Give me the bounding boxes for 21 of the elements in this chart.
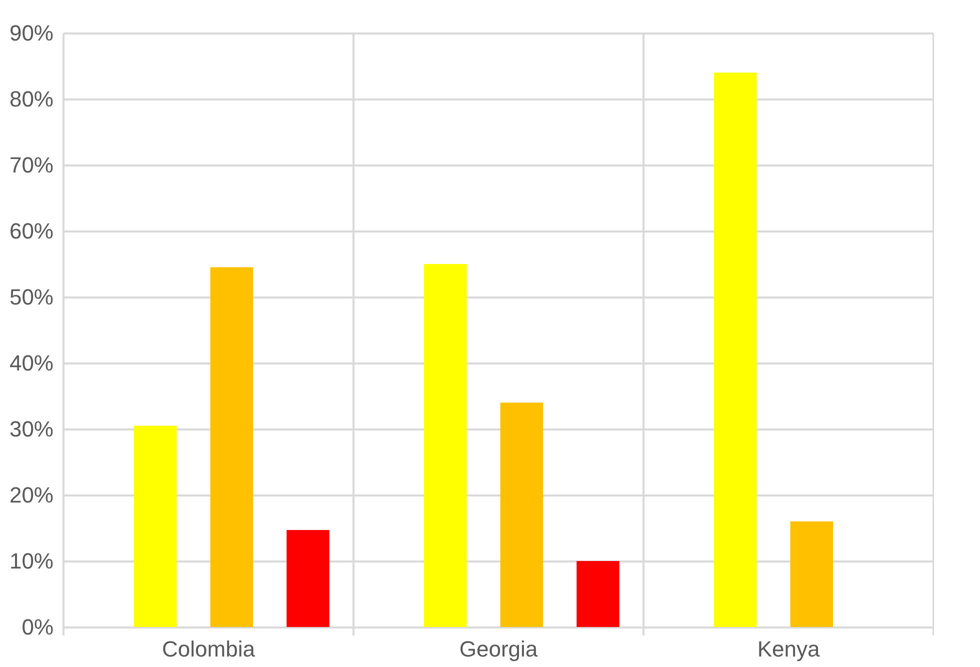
y-tick-label: 30%	[9, 416, 54, 442]
bar	[500, 402, 544, 627]
bar	[790, 521, 834, 627]
y-tick-label: 80%	[9, 86, 54, 112]
y-tick-label: 60%	[9, 218, 54, 244]
y-tick-label: 0%	[22, 614, 54, 640]
bar	[210, 267, 254, 627]
bar	[286, 530, 330, 627]
y-tick-label: 50%	[9, 284, 54, 310]
bar	[424, 264, 467, 627]
y-tick-label: 20%	[9, 482, 54, 508]
bar	[714, 72, 757, 627]
y-tick-label: 40%	[9, 350, 54, 376]
bar	[134, 426, 177, 627]
y-tick-label: 70%	[9, 152, 54, 178]
y-tick-label: 90%	[9, 20, 54, 46]
bar	[576, 561, 620, 627]
x-tick-label: Georgia	[459, 636, 538, 662]
x-tick-label: Colombia	[162, 636, 256, 662]
y-tick-label: 10%	[9, 548, 54, 574]
x-tick-label: Kenya	[757, 636, 820, 662]
